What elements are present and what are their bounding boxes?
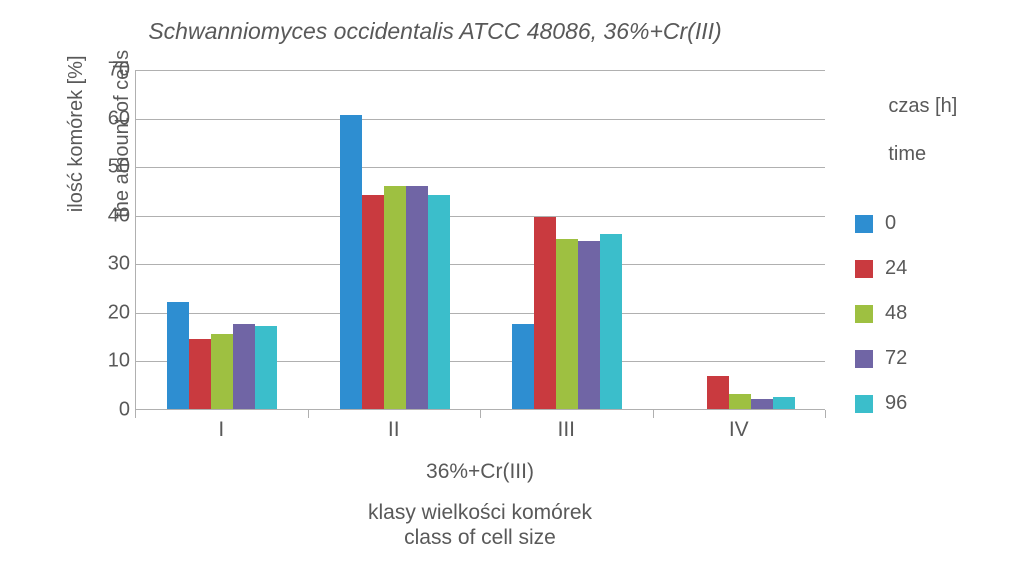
- legend-item: 24: [855, 257, 957, 280]
- category-label: II: [334, 418, 454, 442]
- category-tick: [653, 410, 654, 418]
- legend-label: 0: [885, 212, 896, 235]
- legend-label: 24: [885, 257, 907, 280]
- bar: [340, 115, 362, 409]
- gridline: [136, 70, 825, 71]
- legend-item: 0: [855, 212, 957, 235]
- bar: [233, 324, 255, 409]
- x-axis-label-line1: klasy wielkości komórek: [368, 501, 592, 524]
- bar: [600, 234, 622, 409]
- chart-title: Schwanniomyces occidentalis ATCC 48086, …: [0, 18, 870, 45]
- y-tick-label: 70: [100, 59, 130, 82]
- legend-swatch: [855, 260, 873, 278]
- legend-item: 48: [855, 302, 957, 325]
- bar: [406, 186, 428, 409]
- legend-label: 72: [885, 347, 907, 370]
- legend-swatch: [855, 215, 873, 233]
- bar: [578, 241, 600, 409]
- y-tick-label: 10: [100, 350, 130, 373]
- y-tick-label: 0: [100, 399, 130, 422]
- gridline: [136, 119, 825, 120]
- y-tick-label: 20: [100, 301, 130, 324]
- bar: [255, 326, 277, 409]
- bar: [556, 239, 578, 409]
- bar: [751, 399, 773, 409]
- bar-group: [512, 217, 622, 409]
- legend-title-line2: time: [888, 143, 926, 165]
- category-label: III: [506, 418, 626, 442]
- bar: [428, 195, 450, 409]
- y-tick-label: 50: [100, 156, 130, 179]
- y-tick-label: 40: [100, 204, 130, 227]
- bar: [512, 324, 534, 409]
- category-tick: [135, 410, 136, 418]
- y-tick-label: 60: [100, 107, 130, 130]
- legend-label: 48: [885, 302, 907, 325]
- gridline: [136, 264, 825, 265]
- gridline: [136, 216, 825, 217]
- y-tick-label: 30: [100, 253, 130, 276]
- bar: [534, 217, 556, 409]
- category-tick: [308, 410, 309, 418]
- bar: [707, 376, 729, 409]
- legend-title-line1: czas [h]: [888, 95, 957, 117]
- x-sub-label: 36%+Cr(III): [135, 460, 825, 484]
- x-axis-title: klasy wielkości komórek class of cell si…: [135, 500, 825, 550]
- bar-group: [167, 302, 277, 409]
- legend-label: 96: [885, 392, 907, 415]
- legend: czas [h] time 0 24 48 72 96: [855, 70, 957, 437]
- bar: [729, 394, 751, 409]
- bar: [384, 186, 406, 409]
- category-tick: [480, 410, 481, 418]
- legend-item: 72: [855, 347, 957, 370]
- legend-item: 96: [855, 392, 957, 415]
- gridline: [136, 167, 825, 168]
- x-axis-label-line2: class of cell size: [404, 526, 556, 549]
- legend-swatch: [855, 395, 873, 413]
- legend-swatch: [855, 350, 873, 368]
- bar: [189, 339, 211, 409]
- chart-container: { "chart": { "type": "bar-grouped", "tit…: [0, 0, 1024, 579]
- y-axis-label-line1: ilość komórek [%]: [65, 55, 87, 212]
- legend-swatch: [855, 305, 873, 323]
- bar: [773, 397, 795, 409]
- bar: [211, 334, 233, 409]
- legend-title: czas [h] time: [855, 70, 957, 190]
- bar: [167, 302, 189, 409]
- plot-area: [135, 70, 825, 410]
- bar: [362, 195, 384, 409]
- category-tick: [825, 410, 826, 418]
- bar-group: [340, 115, 450, 409]
- category-label: I: [161, 418, 281, 442]
- category-label: IV: [679, 418, 799, 442]
- bar-group: [685, 376, 795, 409]
